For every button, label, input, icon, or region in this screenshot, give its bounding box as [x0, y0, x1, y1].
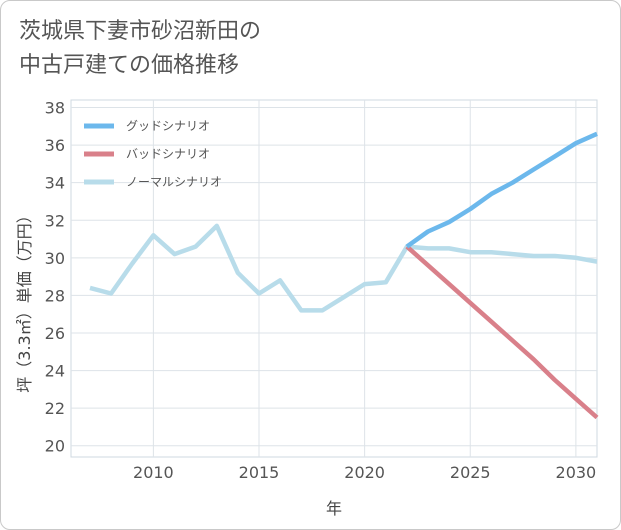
series-line-0: [405, 131, 598, 249]
y-tick-label: 30: [45, 249, 65, 268]
y-tick-labels: 20 22 24 26 28 30 32 34 36 38: [45, 99, 65, 456]
legend-label: バッドシナリオ: [126, 147, 210, 161]
x-tick-label: 2030: [556, 463, 597, 482]
series-line-1: [405, 244, 599, 420]
x-axis-title: 年: [326, 499, 342, 518]
series-line-2: [89, 223, 598, 313]
y-tick-label: 22: [45, 399, 65, 418]
y-tick-label: 38: [45, 99, 65, 118]
y-axis-title: 坪（3.3㎡）単価（万円）: [15, 207, 34, 392]
legend-label: ノーマルシナリオ: [126, 175, 222, 189]
y-tick-label: 28: [45, 286, 65, 305]
x-tick-label: 2025: [450, 463, 491, 482]
chart-title: 茨城県下妻市砂沼新田の 中古戸建ての価格推移: [19, 15, 261, 83]
y-tick-label: 26: [45, 324, 65, 343]
y-tick-label: 20: [45, 437, 65, 456]
chart-title-line2: 中古戸建ての価格推移: [19, 53, 240, 78]
x-tick-label: 2010: [133, 463, 174, 482]
y-tick-label: 24: [45, 362, 65, 381]
x-tick-label: 2020: [344, 463, 385, 482]
series-lines: [89, 131, 599, 420]
legend-label: グッドシナリオ: [126, 119, 210, 133]
x-tick-label: 2015: [239, 463, 280, 482]
y-tick-label: 32: [45, 211, 65, 230]
plot-area: [70, 99, 598, 458]
y-tick-label: 36: [45, 136, 65, 155]
chart-title-line1: 茨城県下妻市砂沼新田の: [19, 19, 262, 44]
gridlines: [71, 100, 597, 457]
x-tick-labels: 2010 2015 2020 2025 2030: [133, 463, 596, 482]
y-tick-label: 34: [45, 174, 65, 193]
